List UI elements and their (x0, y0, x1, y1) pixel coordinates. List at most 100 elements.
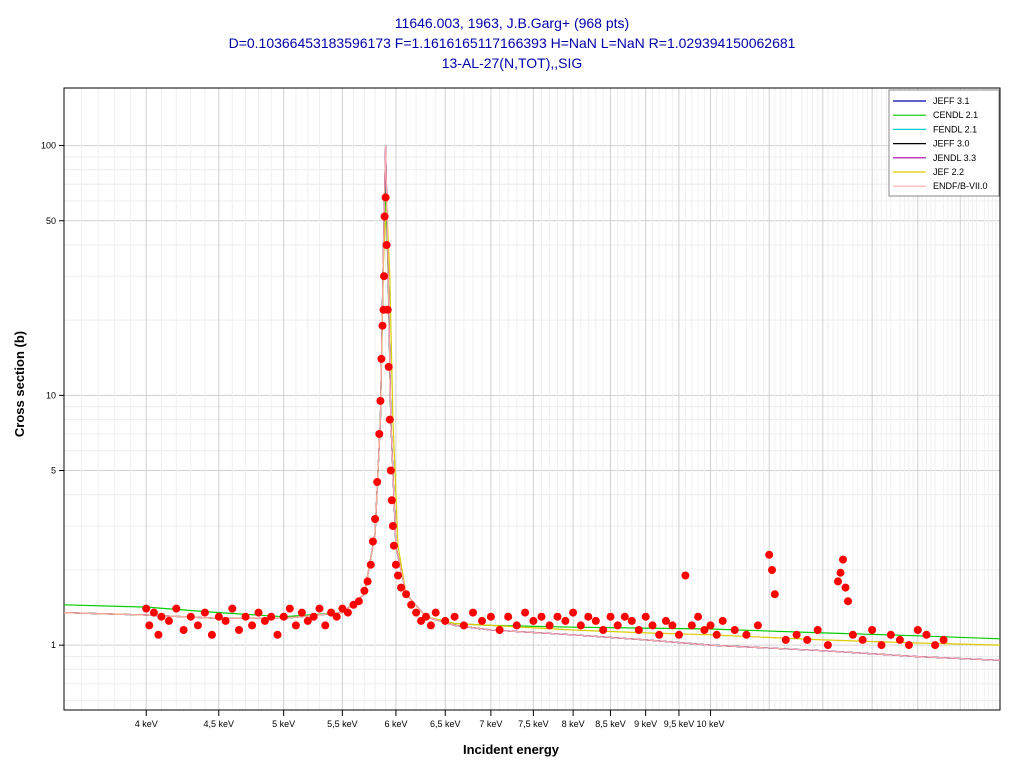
data-point (309, 612, 318, 621)
data-point (813, 626, 822, 634)
data-point (450, 612, 459, 621)
data-point (675, 630, 683, 639)
data-point (327, 608, 336, 617)
data-point (394, 571, 402, 580)
data-point (753, 621, 762, 630)
data-point (214, 612, 223, 621)
data-point (267, 612, 276, 621)
y-tick-label: 50 (46, 216, 56, 226)
data-point (154, 630, 163, 639)
data-point (561, 616, 570, 625)
data-point (770, 590, 779, 599)
data-point (569, 608, 578, 617)
data-point (512, 621, 521, 630)
data-point (841, 583, 850, 592)
data-point (373, 478, 382, 486)
data-point (172, 604, 181, 613)
x-tick-label: 7 keV (479, 719, 502, 729)
x-tick-label: 4,5 keV (204, 719, 235, 729)
data-point (321, 621, 330, 630)
data-point (648, 621, 657, 630)
data-point (922, 630, 931, 639)
y-axis-ticks: 1 5 10 50 100 (41, 141, 64, 650)
data-point (149, 608, 158, 617)
data-point (504, 612, 513, 621)
data-point (620, 612, 629, 621)
data-point (486, 612, 495, 621)
data-point (478, 616, 486, 625)
data-point (371, 515, 380, 523)
data-point (279, 612, 288, 621)
data-point (142, 604, 151, 613)
data-point (661, 616, 670, 625)
data-point (836, 568, 845, 577)
data-point (377, 354, 386, 363)
data-point (706, 621, 715, 630)
data-point (193, 621, 202, 630)
x-tick-label: 6,5 keV (430, 719, 461, 729)
data-point (613, 621, 622, 630)
data-point (375, 430, 384, 438)
data-point (823, 641, 832, 650)
data-point (545, 621, 554, 630)
chart-title-line-1: 11646.003, 1963, J.B.Garg+ (968 pts) (395, 15, 629, 31)
data-point (207, 630, 216, 639)
data-point (599, 626, 608, 634)
x-tick-label: 9 keV (634, 719, 657, 729)
data-point (363, 577, 372, 586)
data-point (260, 616, 269, 625)
x-tick-label: 6 keV (384, 719, 407, 729)
data-point (844, 597, 852, 606)
data-point (792, 630, 801, 639)
x-tick-label: 8,5 keV (595, 719, 626, 729)
data-point (315, 604, 324, 613)
data-point (386, 466, 395, 475)
data-point (407, 600, 416, 609)
data-point (343, 608, 352, 617)
data-point (366, 560, 375, 569)
data-point (700, 626, 709, 634)
legend-entry-label: CENDL 2.1 (933, 110, 978, 120)
data-point (765, 550, 774, 559)
data-point (730, 626, 739, 634)
data-point (391, 560, 400, 569)
data-point (848, 630, 857, 639)
data-point (397, 583, 406, 592)
data-point (668, 621, 677, 630)
data-point (584, 612, 593, 621)
data-point (913, 626, 922, 634)
x-tick-label: 4 keV (135, 719, 158, 729)
x-tick-label: 8 keV (562, 719, 585, 729)
data-point (768, 566, 776, 574)
data-point (606, 612, 615, 621)
data-point (781, 635, 790, 644)
data-point (145, 621, 154, 630)
data-point (380, 212, 389, 221)
data-point (537, 612, 546, 621)
data-point (385, 415, 394, 424)
x-axis-ticks: 4 keV 4,5 keV 5 keV 5,5 keV 6 keV 6,5 keV 7 ke… (135, 710, 725, 729)
data-point (441, 616, 450, 625)
legend-entry-label: ENDF/B-VII.0 (933, 181, 988, 191)
data-point (332, 612, 341, 621)
data-point (681, 571, 690, 580)
data-point (895, 635, 904, 644)
data-point (248, 621, 257, 630)
data-point (718, 616, 727, 625)
data-point (297, 608, 306, 617)
data-point (834, 577, 842, 586)
data-point (576, 621, 585, 630)
data-point (904, 641, 913, 650)
data-point (354, 597, 363, 606)
data-point (469, 608, 477, 617)
data-point (694, 612, 703, 621)
data-point (803, 635, 812, 644)
data-point (712, 630, 721, 639)
legend: JEFF 3.1 CENDL 2.1 FENDL 2.1 JEFF 3.0 JENDL … (888, 89, 1000, 197)
data-point (459, 621, 468, 630)
data-point (627, 616, 636, 625)
data-point (235, 626, 243, 634)
experimental-points (142, 193, 948, 650)
data-point (157, 612, 166, 621)
